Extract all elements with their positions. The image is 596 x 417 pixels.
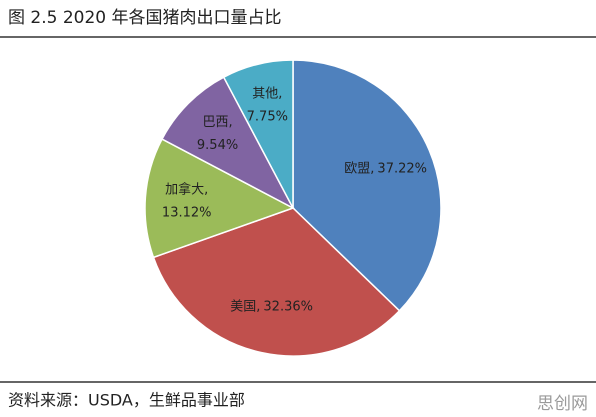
value-label: 37.22% bbox=[377, 161, 427, 176]
pie-slice bbox=[144, 138, 295, 259]
pie-slice bbox=[292, 59, 442, 312]
category-label: 巴西 bbox=[202, 114, 228, 129]
chart-title: 图 2.5 2020 年各国猪肉出口量占比 bbox=[8, 8, 282, 28]
data-label: 美国, 32.36% bbox=[230, 299, 313, 314]
category-label: 其他 bbox=[252, 86, 278, 101]
data-label: 欧盟, 37.22% bbox=[344, 161, 427, 176]
label-separator: , bbox=[256, 299, 260, 314]
data-label: 加拿大, 13.12% bbox=[162, 181, 212, 220]
label-separator: , bbox=[278, 86, 282, 101]
category-label: 加拿大 bbox=[165, 181, 204, 197]
value-label: 9.54% bbox=[197, 137, 238, 152]
watermark: 思创网 bbox=[537, 394, 588, 414]
label-separator: , bbox=[204, 182, 208, 197]
label-separator: , bbox=[370, 161, 374, 176]
source: 资料来源：USDA，生鲜品事业部 bbox=[8, 391, 245, 410]
label-separator: , bbox=[228, 114, 232, 129]
category-label: 欧盟 bbox=[344, 161, 370, 176]
value-label: 13.12% bbox=[162, 205, 212, 220]
value-label: 7.75% bbox=[247, 109, 288, 124]
pie-slice bbox=[161, 76, 295, 210]
pie-slice bbox=[152, 207, 401, 357]
pie-slice bbox=[222, 59, 294, 209]
data-label: 其他, 7.75% bbox=[247, 86, 288, 124]
category-label: 美国 bbox=[230, 299, 256, 314]
value-label: 32.36% bbox=[263, 299, 313, 314]
data-label: 巴西, 9.54% bbox=[197, 114, 238, 152]
